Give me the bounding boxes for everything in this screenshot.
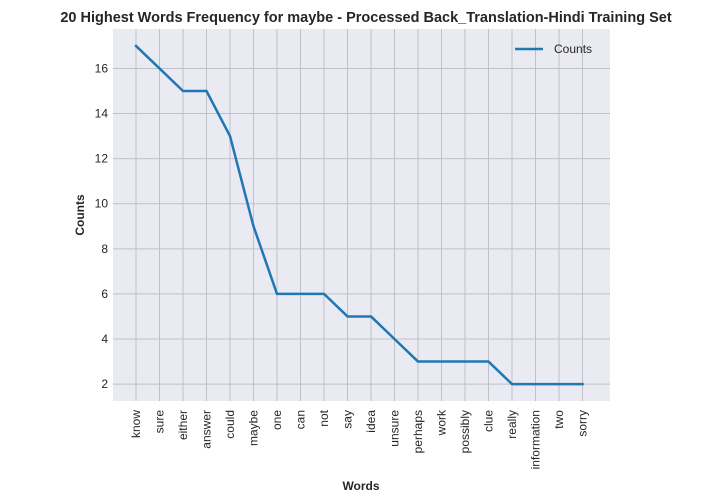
x-tick-label: could (223, 410, 237, 439)
y-tick-label: 12 (95, 152, 109, 166)
x-tick-label: work (435, 409, 449, 436)
x-tick-label: not (317, 409, 331, 426)
x-tick-labels: know sure either answer could maybe one can not s… (129, 409, 590, 469)
x-tick-label: sorry (576, 410, 590, 437)
legend: Counts (515, 42, 592, 56)
x-tick-label: unsure (388, 410, 402, 447)
y-tick-label: 16 (95, 61, 109, 75)
legend-label: Counts (554, 42, 592, 56)
x-tick-label: know (129, 410, 143, 438)
x-tick-label: answer (200, 410, 214, 449)
y-gridlines (113, 67, 610, 385)
x-tick-label: maybe (247, 410, 261, 446)
chart-title: 20 Highest Words Frequency for maybe - P… (60, 10, 671, 26)
y-axis-label: Counts (73, 194, 87, 236)
y-tick-label: 10 (95, 197, 109, 211)
y-tick-label: 4 (101, 332, 108, 346)
x-tick-label: really (505, 410, 519, 439)
x-tick-label: can (294, 410, 308, 429)
x-tick-label: either (176, 410, 190, 440)
x-tick-label: information (529, 410, 543, 469)
x-tick-label: say (341, 410, 355, 429)
x-tick-label: perhaps (411, 410, 425, 453)
x-tick-label: one (270, 410, 284, 430)
x-tick-label: clue (482, 410, 496, 432)
x-tick-label: sure (153, 410, 167, 434)
x-tick-label: possibly (458, 410, 472, 453)
x-tick-label: idea (364, 410, 378, 433)
x-tick-label: two (552, 410, 566, 429)
y-tick-label: 14 (95, 107, 109, 121)
y-tick-labels: 2 4 6 8 10 12 14 16 (95, 61, 109, 391)
y-tick-label: 2 (101, 377, 108, 391)
y-tick-label: 8 (101, 242, 108, 256)
x-axis-label: Words (342, 479, 379, 493)
series-line-counts (134, 44, 584, 386)
y-tick-label: 6 (101, 287, 108, 301)
series-layer (134, 44, 584, 386)
